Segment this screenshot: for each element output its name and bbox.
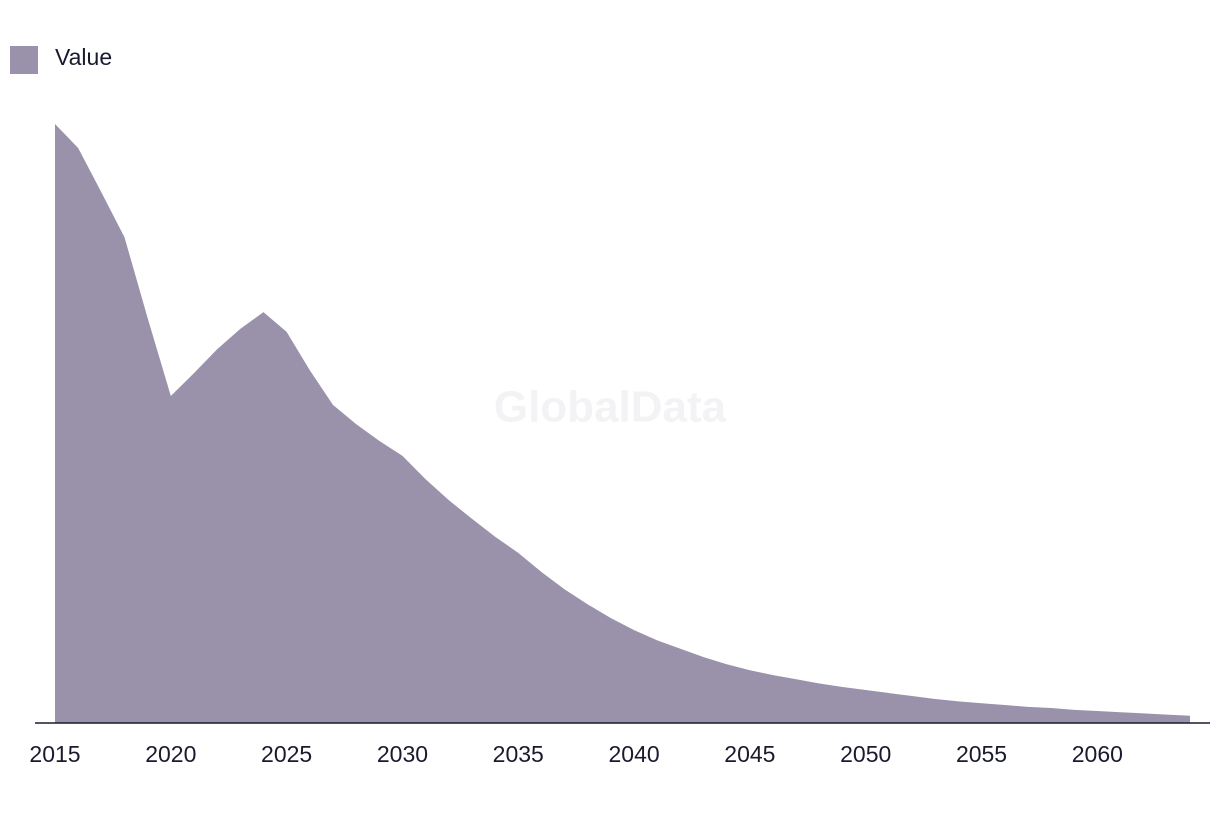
x-tick-label: 2045	[724, 741, 775, 767]
x-tick-label: 2030	[377, 741, 428, 767]
x-tick-label: 2025	[261, 741, 312, 767]
area	[55, 124, 1190, 723]
legend-swatch	[10, 46, 38, 74]
x-tick-label: 2050	[840, 741, 891, 767]
legend-label: Value	[55, 44, 112, 70]
x-tick-label: 2060	[1072, 741, 1123, 767]
x-tick-label: 2015	[29, 741, 80, 767]
watermark: GlobalData	[494, 383, 727, 432]
x-tick-label: 2020	[145, 741, 196, 767]
x-tick-label: 2055	[956, 741, 1007, 767]
x-tick-label: 2040	[608, 741, 659, 767]
x-tick-label: 2035	[493, 741, 544, 767]
